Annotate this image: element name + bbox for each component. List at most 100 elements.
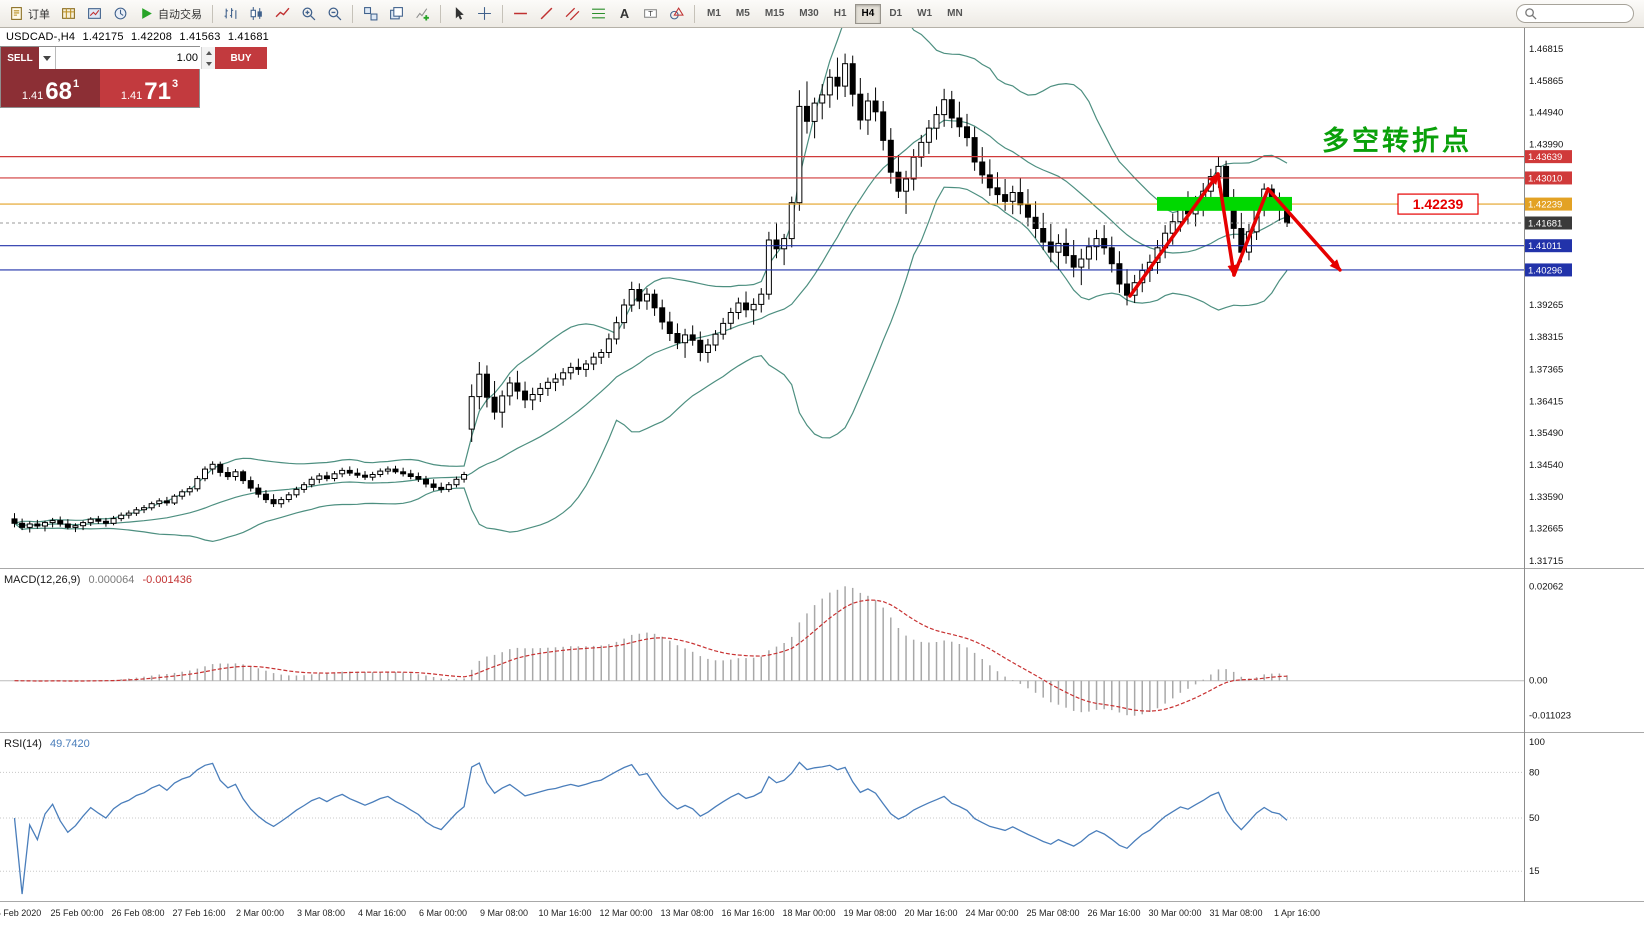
timeframe-mn-button[interactable]: MN: [940, 4, 970, 24]
buy-button[interactable]: BUY: [215, 47, 267, 69]
timeframe-m30-button[interactable]: M30: [792, 4, 825, 24]
timeframe-h4-button[interactable]: H4: [854, 3, 882, 24]
panel-separator[interactable]: [0, 568, 1644, 569]
trendline-button[interactable]: [534, 2, 559, 25]
bar-chart-mode-button[interactable]: [218, 2, 243, 25]
price-tag: [1525, 171, 1572, 185]
panel-separator[interactable]: [0, 732, 1644, 733]
time-axis-label: 18 Mar 00:00: [782, 908, 836, 918]
price-tag: [1525, 216, 1572, 230]
charts-button[interactable]: [56, 2, 81, 25]
time-axis-label: 6 Mar 00:00: [418, 908, 468, 918]
time-axis-label: 30 Mar 00:00: [1148, 908, 1202, 918]
horizontal-line-button[interactable]: [508, 2, 533, 25]
cursor-button[interactable]: [446, 2, 471, 25]
macd-indicator-label: MACD(12,26,9) 0.000064 -0.001436: [4, 574, 197, 586]
line-chart-mode-button[interactable]: [270, 2, 295, 25]
toolbar-search: [1516, 4, 1634, 23]
zoom-out-button[interactable]: [322, 2, 347, 25]
channel-button[interactable]: [560, 2, 585, 25]
volume-input[interactable]: [56, 47, 201, 69]
axis-separator: [0, 901, 1644, 902]
market-watch-button[interactable]: [82, 2, 107, 25]
time-axis-label: 2 Mar 00:00: [235, 908, 285, 918]
timeframe-m1-button[interactable]: M1: [700, 4, 728, 24]
price-tag: [1525, 239, 1572, 253]
add-indicator-icon: [415, 6, 430, 21]
time-axis-label: 16 Mar 16:00: [721, 908, 775, 918]
timeframe-m15-button[interactable]: M15: [758, 4, 791, 24]
trend-arrow-annotation[interactable]: [1128, 172, 1220, 298]
buy-price-prefix: 1.41: [120, 89, 143, 102]
price-axis-label: 1.32665: [1529, 524, 1563, 535]
volume-up-button[interactable]: [202, 47, 215, 58]
timeframe-h1-button[interactable]: H1: [827, 4, 854, 24]
navigator-button[interactable]: [108, 2, 133, 25]
chart-grid-icon: [61, 6, 76, 21]
rsi-title: RSI(14): [4, 738, 42, 750]
price-axis-label: 1.38315: [1529, 332, 1563, 343]
timeframe-d1-button[interactable]: D1: [882, 4, 909, 24]
macd-axis-label: -0.011023: [1529, 711, 1571, 722]
text-button[interactable]: [612, 2, 637, 25]
timeframe-m5-button[interactable]: M5: [729, 4, 757, 24]
macd-main-value: 0.000064: [88, 574, 135, 586]
main-plot[interactable]: 多空转折点 1.42239: [0, 28, 1524, 543]
price-tag-label: 1.41011: [1528, 241, 1562, 252]
low-value: 1.41563: [179, 31, 221, 43]
time-axis-label: 31 Mar 08:00: [1209, 908, 1263, 918]
chevron-down-icon: [43, 55, 51, 61]
macd-histogram: [21, 586, 1288, 716]
crosshair-button[interactable]: [472, 2, 497, 25]
volume-dropdown-button[interactable]: [39, 47, 56, 69]
main-price-chart[interactable]: 多空转折点 1.42239 1.46815 1.45865 1.44940 1.43990…: [0, 28, 1644, 568]
candlestick-mode-button[interactable]: [244, 2, 269, 25]
indicators-button[interactable]: [410, 2, 435, 25]
trend-arrow-annotation[interactable]: [1216, 172, 1238, 277]
volume-down-button[interactable]: [202, 58, 215, 69]
time-axis-label: 25 Feb 00:00: [50, 908, 104, 918]
rsi-panel[interactable]: 100 80 50 15: [0, 734, 1644, 902]
timeframe-w1-button[interactable]: W1: [910, 4, 939, 24]
auto-arrange-button[interactable]: [384, 2, 409, 25]
trend-arrow-annotation[interactable]: [1232, 187, 1270, 277]
price-callout-box[interactable]: [1397, 193, 1479, 215]
turning-point-label[interactable]: 多空转折点: [1322, 125, 1472, 157]
zoom-in-button[interactable]: [296, 2, 321, 25]
label-button[interactable]: [638, 2, 663, 25]
chevron-down-icon: [205, 61, 212, 66]
symbol-timeframe-label: USDCAD-,H4: [6, 31, 76, 43]
price-tag-label: 1.43639: [1528, 152, 1562, 163]
cursor-icon: [451, 6, 466, 21]
toolbar-separator: [502, 4, 503, 23]
autotrading-button[interactable]: 自动交易: [134, 2, 207, 25]
bollinger-band-line: [14, 186, 1288, 543]
trend-arrow-annotation[interactable]: [1266, 187, 1342, 272]
toolbar-search-input[interactable]: [1541, 7, 1626, 20]
price-tag: [1525, 150, 1572, 164]
time-axis-label: 25 Mar 08:00: [1026, 908, 1080, 918]
shapes-button[interactable]: [664, 2, 689, 25]
market-watch-icon: [87, 6, 102, 21]
price-axis-label: 1.39265: [1529, 300, 1563, 311]
price-tag-label: 1.40296: [1528, 265, 1562, 276]
price-tag: [1525, 197, 1572, 211]
new-order-button[interactable]: 订单: [4, 2, 55, 25]
buy-price-button[interactable]: 1.41 71 3: [100, 69, 199, 107]
time-axis-label: 19 Mar 08:00: [843, 908, 897, 918]
sell-price-button[interactable]: 1.41 68 1: [1, 69, 100, 107]
toolbar-separator: [440, 4, 441, 23]
toolbar-separator: [212, 4, 213, 23]
zoom-in-icon: [301, 6, 316, 21]
fibonacci-button[interactable]: [586, 2, 611, 25]
rsi-axis-label: 100: [1529, 737, 1545, 748]
chart-ohlc-label: USDCAD-,H4 1.42175 1.42208 1.41563 1.416…: [6, 31, 273, 43]
sell-button[interactable]: SELL: [1, 47, 39, 69]
sell-price-prefix: 1.41: [21, 89, 44, 102]
price-tag: [1525, 263, 1572, 277]
tile-windows-button[interactable]: [358, 2, 383, 25]
macd-panel[interactable]: 0.02062 0.00 -0.011023: [0, 570, 1644, 732]
price-axis-label: 1.31715: [1529, 556, 1563, 567]
